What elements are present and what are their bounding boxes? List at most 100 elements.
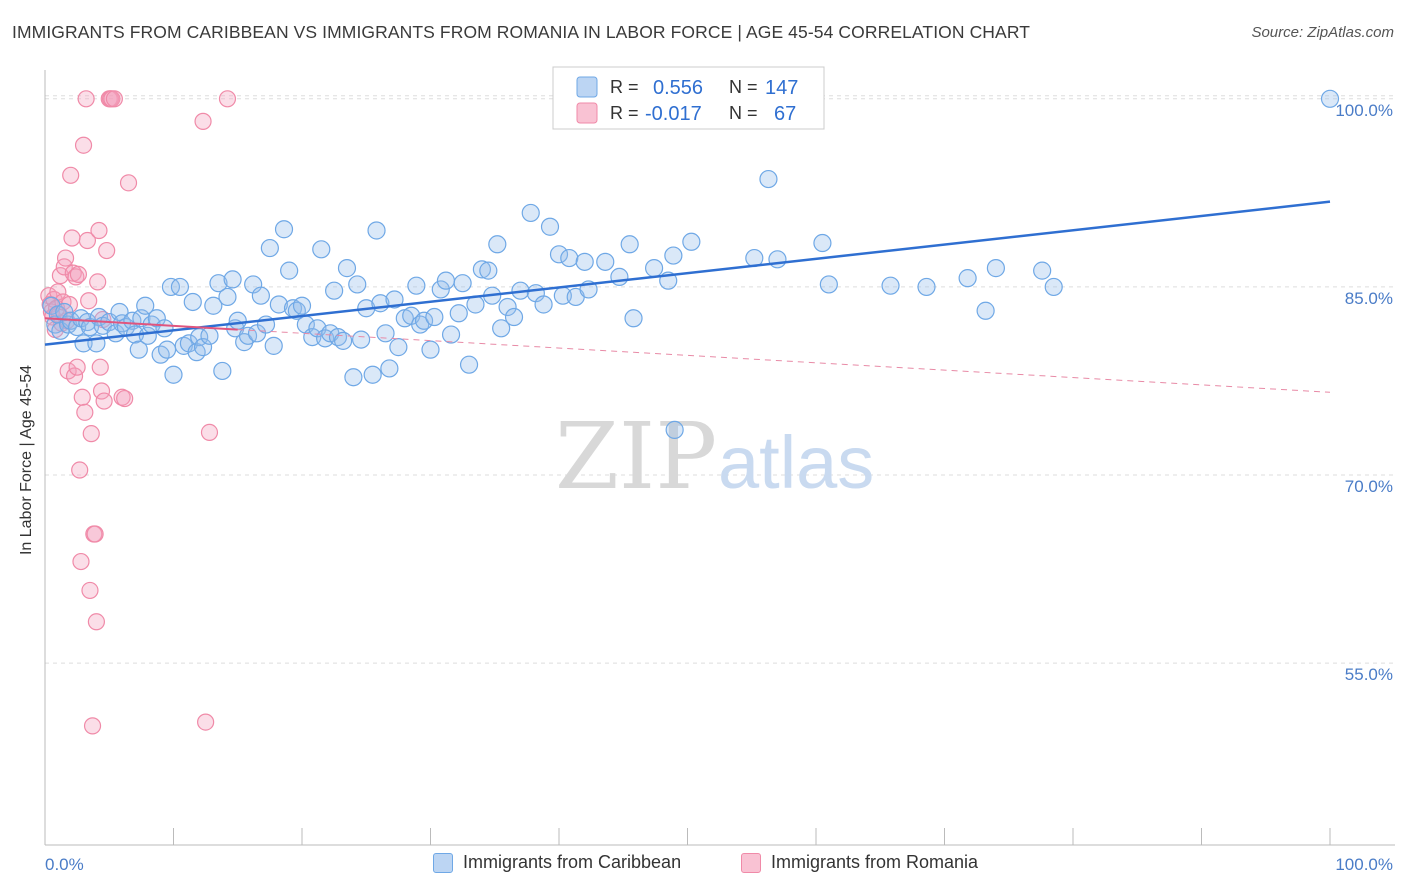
point-romania xyxy=(73,388,91,406)
x-tick-label-min: 0.0% xyxy=(45,855,84,874)
point-caribbean xyxy=(164,365,183,384)
trend-line-caribbean xyxy=(44,200,1331,346)
point-romania xyxy=(56,249,75,267)
point-caribbean xyxy=(292,296,312,315)
point-caribbean xyxy=(813,233,832,253)
point-caribbean xyxy=(768,250,787,269)
point-romania xyxy=(81,581,99,600)
point-caribbean xyxy=(472,260,491,279)
point-caribbean xyxy=(436,271,456,290)
axes xyxy=(44,70,1395,846)
point-caribbean xyxy=(819,275,838,294)
point-romania xyxy=(105,90,123,108)
stats-legend-box xyxy=(552,66,825,130)
point-caribbean xyxy=(325,281,344,300)
point-caribbean xyxy=(376,324,395,343)
gridlines xyxy=(45,95,1395,664)
point-caribbean xyxy=(560,248,579,268)
point-caribbean xyxy=(363,365,382,384)
legend-label-romania: Immigrants from Romania xyxy=(771,852,979,872)
point-caribbean xyxy=(334,331,353,350)
point-caribbean xyxy=(183,292,202,312)
point-caribbean xyxy=(68,317,87,337)
point-caribbean xyxy=(414,311,434,330)
point-romania xyxy=(194,112,212,130)
point-caribbean xyxy=(136,296,155,315)
point-romania xyxy=(62,166,80,184)
point-caribbean xyxy=(204,296,223,315)
point-caribbean xyxy=(986,259,1006,278)
chart-title: IMMIGRANTS FROM CARIBBEAN VS IMMIGRANTS … xyxy=(12,22,1031,42)
point-caribbean xyxy=(193,338,213,357)
point-caribbean xyxy=(459,355,479,374)
legend-r-label-blue: R = xyxy=(610,77,639,97)
point-caribbean xyxy=(407,276,426,295)
point-romania xyxy=(116,389,134,408)
point-caribbean xyxy=(488,235,507,254)
point-romania xyxy=(74,136,93,154)
point-romania xyxy=(92,382,111,400)
point-caribbean xyxy=(620,235,639,254)
point-caribbean xyxy=(575,252,594,271)
point-caribbean xyxy=(1320,89,1340,108)
legend-swatch-pink xyxy=(576,102,598,124)
point-romania xyxy=(82,425,100,443)
point-caribbean xyxy=(610,267,629,286)
series-romania-points xyxy=(40,90,237,735)
point-romania xyxy=(200,423,219,442)
point-caribbean xyxy=(280,261,299,280)
point-romania xyxy=(80,292,98,310)
point-romania xyxy=(95,392,113,410)
point-caribbean xyxy=(665,420,684,439)
point-romania xyxy=(55,258,73,276)
point-caribbean xyxy=(80,317,100,337)
legend-r-label-pink: R = xyxy=(610,103,639,123)
point-romania xyxy=(89,273,107,291)
point-caribbean xyxy=(441,325,461,344)
point-caribbean xyxy=(425,307,444,327)
point-romania xyxy=(86,525,104,543)
point-caribbean xyxy=(917,277,936,297)
point-caribbean xyxy=(274,220,294,239)
point-caribbean xyxy=(367,221,386,240)
legend-n-label-pink: N = xyxy=(729,103,758,123)
point-caribbean xyxy=(449,304,468,323)
point-caribbean xyxy=(389,338,408,357)
point-caribbean xyxy=(200,326,219,345)
legend-r-value-blue: 0.556 xyxy=(653,77,703,99)
series-caribbean-points xyxy=(42,89,1340,439)
y-tick-label: 70.0% xyxy=(1345,477,1393,496)
watermark-zip: ZIP xyxy=(555,403,717,510)
point-caribbean xyxy=(453,274,472,293)
point-romania xyxy=(71,461,89,479)
point-caribbean xyxy=(385,290,404,309)
point-caribbean xyxy=(316,329,335,348)
point-caribbean xyxy=(251,286,270,305)
point-caribbean xyxy=(881,276,900,295)
point-caribbean xyxy=(155,319,174,338)
point-caribbean xyxy=(352,330,371,349)
point-caribbean xyxy=(228,311,247,330)
point-caribbean xyxy=(534,295,553,314)
point-caribbean xyxy=(521,203,540,223)
point-caribbean xyxy=(479,261,498,280)
point-romania xyxy=(218,90,237,108)
point-caribbean xyxy=(218,287,237,307)
point-caribbean xyxy=(504,307,524,327)
source-credit: Source: ZipAtlas.com xyxy=(1251,24,1394,41)
point-caribbean xyxy=(348,275,367,294)
point-romania xyxy=(119,174,138,192)
legend-r-value-pink: -0.017 xyxy=(645,103,702,125)
legend-swatch-blue xyxy=(576,76,598,98)
tick-labels: 55.0% 70.0% 85.0% 100.0% 0.0% 100.0% xyxy=(45,101,1393,874)
point-caribbean xyxy=(498,297,517,317)
point-caribbean xyxy=(303,327,322,347)
point-romania xyxy=(76,403,94,421)
x-tick-label-max: 100.0% xyxy=(1335,855,1393,874)
point-romania xyxy=(63,229,81,247)
point-romania xyxy=(77,90,95,108)
point-caribbean xyxy=(624,309,643,328)
trend-lines xyxy=(44,200,1331,393)
point-caribbean xyxy=(380,359,399,378)
legend-swatch-caribbean xyxy=(433,852,453,873)
